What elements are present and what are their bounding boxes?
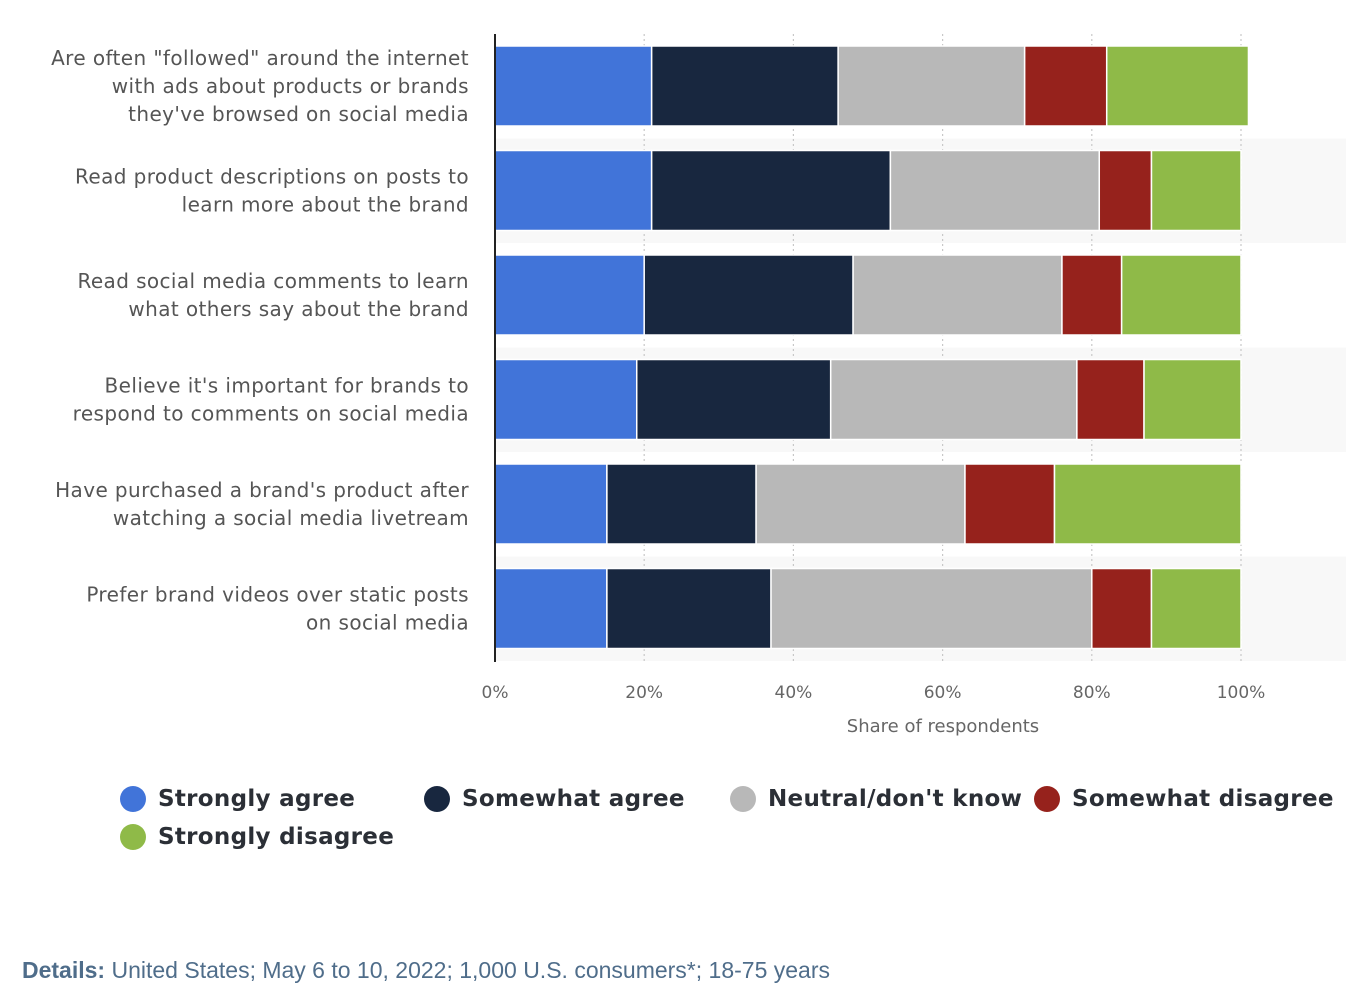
bar-segment: [494, 567, 608, 650]
details-footnote: Details: United States; May 6 to 10, 202…: [22, 957, 830, 984]
legend-item[interactable]: Strongly disagree: [120, 824, 394, 850]
bar-chart: Are often "followed" around the internet…: [51, 34, 1266, 737]
bar-segment: [1120, 254, 1242, 336]
bar-segment: [1143, 358, 1242, 441]
bar-segment: [829, 358, 1078, 441]
x-tick-label: 60%: [924, 683, 962, 703]
legend-item[interactable]: Somewhat disagree: [1034, 786, 1334, 812]
x-tick-label: 100%: [1217, 683, 1266, 703]
category-label: Are often "followed" around the internet…: [51, 46, 469, 126]
bar-segment: [635, 358, 832, 441]
bar-segment: [606, 463, 757, 545]
category-label: Have purchased a brand's product after wa…: [55, 478, 469, 530]
legend-item[interactable]: Somewhat agree: [424, 786, 685, 812]
bar-segment: [770, 567, 1093, 650]
legend-swatch: [120, 786, 146, 812]
legend-swatch: [424, 786, 450, 812]
bar-segment: [643, 254, 854, 336]
x-axis-title: Share of respondents: [847, 716, 1039, 737]
x-tick-label: 80%: [1073, 683, 1111, 703]
bar-segment: [494, 463, 608, 545]
bar-segment: [852, 254, 1063, 336]
legend-label: Strongly agree: [158, 786, 356, 812]
legend-label: Neutral/don't know: [768, 786, 1023, 812]
bar-segment: [1105, 45, 1250, 127]
category-label: Read social media comments to learn what …: [77, 269, 469, 321]
bar-segment: [1061, 254, 1123, 336]
bar-segment: [650, 45, 839, 127]
bar-segment: [755, 463, 966, 545]
bar-segment: [837, 45, 1026, 127]
legend-swatch: [1034, 786, 1060, 812]
legend-label: Somewhat disagree: [1072, 786, 1334, 812]
bar-segment: [494, 358, 638, 441]
details-label: Details:: [22, 957, 106, 983]
legend-label: Strongly disagree: [158, 824, 395, 850]
category-label: Believe it's important for brands to resp…: [73, 374, 469, 426]
legend-item[interactable]: Neutral/don't know: [730, 786, 1022, 812]
bar-segment: [1098, 149, 1153, 232]
legend-label: Somewhat agree: [462, 786, 685, 812]
bar-segment: [650, 149, 892, 232]
bar-segment: [964, 463, 1056, 545]
bar-segment: [1150, 567, 1242, 650]
bar-segment: [494, 149, 653, 232]
bar-segment: [1076, 358, 1145, 441]
bar-segment: [1150, 149, 1242, 232]
legend-swatch: [120, 824, 146, 850]
bar-segment: [1091, 567, 1153, 650]
bar-segment: [606, 567, 772, 650]
details-text: United States; May 6 to 10, 2022; 1,000 …: [105, 957, 830, 983]
x-tick-label: 20%: [625, 683, 663, 703]
category-label: Prefer brand videos over static posts on …: [86, 583, 469, 635]
bar-segment: [494, 45, 653, 127]
x-tick-label: 40%: [775, 683, 813, 703]
bar-segment: [494, 254, 645, 336]
legend-swatch: [730, 786, 756, 812]
bar-segment: [1053, 463, 1242, 545]
bar-segment: [889, 149, 1101, 232]
x-tick-label: 0%: [482, 683, 509, 703]
category-label: Read product descriptions on posts to lea…: [75, 165, 469, 217]
bar-segment: [1023, 45, 1108, 127]
legend-item[interactable]: Strongly agree: [120, 786, 355, 812]
